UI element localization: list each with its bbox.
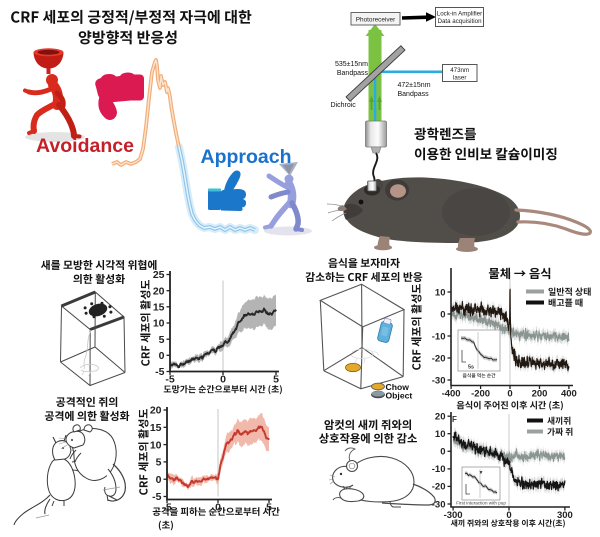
svg-text:15: 15 — [150, 422, 162, 434]
svg-text:-30: -30 — [432, 499, 446, 510]
svg-text:0: 0 — [215, 502, 221, 514]
svg-text:-20: -20 — [432, 353, 446, 364]
svg-text:▼: ▼ — [479, 470, 484, 476]
svg-text:-30: -30 — [432, 375, 446, 386]
svg-text:Dichroic: Dichroic — [331, 102, 357, 109]
svg-text:25: 25 — [153, 269, 165, 281]
svg-text:laser: laser — [453, 75, 466, 82]
svg-text:400: 400 — [561, 389, 577, 400]
svg-text:473nm: 473nm — [450, 67, 469, 74]
svg-text:-5: -5 — [152, 491, 161, 503]
svg-text:-10: -10 — [432, 464, 446, 475]
svg-text:200: 200 — [532, 389, 548, 400]
svg-text:Object: Object — [386, 391, 413, 401]
svg-text:Photoreceiver: Photoreceiver — [356, 16, 396, 23]
svg-text:0: 0 — [440, 309, 445, 320]
svg-text:-300: -300 — [444, 510, 463, 521]
svg-text:10: 10 — [435, 287, 446, 298]
svg-text:F: F — [452, 415, 457, 424]
svg-text:0: 0 — [159, 350, 165, 362]
svg-text:-10: -10 — [432, 331, 446, 342]
svg-text:Data acquisition: Data acquisition — [437, 18, 482, 25]
svg-text:0: 0 — [507, 389, 512, 400]
svg-text:-20: -20 — [432, 482, 446, 493]
svg-text:300: 300 — [557, 510, 573, 521]
svg-text:-5: -5 — [162, 502, 171, 514]
svg-text:-200: -200 — [471, 389, 490, 400]
svg-text:Chow: Chow — [386, 382, 410, 392]
svg-text:535±15nm: 535±15nm — [335, 61, 368, 68]
svg-text:20: 20 — [153, 285, 165, 297]
svg-text:20: 20 — [435, 412, 446, 423]
svg-text:5: 5 — [156, 457, 162, 469]
svg-text:5: 5 — [273, 374, 279, 386]
svg-text:5: 5 — [159, 334, 165, 346]
svg-text:10: 10 — [150, 439, 162, 451]
svg-text:0: 0 — [220, 374, 226, 386]
svg-text:First interaction with pup: First interaction with pup — [456, 501, 506, 506]
svg-text:-5: -5 — [165, 374, 174, 386]
svg-text:0: 0 — [506, 510, 511, 521]
svg-text:20: 20 — [150, 405, 162, 417]
svg-text:-400: -400 — [442, 389, 461, 400]
svg-text:10: 10 — [435, 429, 446, 440]
svg-text:5s: 5s — [468, 365, 474, 371]
svg-text:Avoidance: Avoidance — [36, 135, 134, 157]
svg-text:-5: -5 — [155, 366, 164, 378]
svg-text:Bandpass: Bandpass — [398, 91, 430, 98]
svg-text:Lock-in Amplifier: Lock-in Amplifier — [437, 10, 482, 17]
svg-text:0: 0 — [156, 474, 162, 486]
svg-text:10: 10 — [153, 318, 165, 330]
svg-text:15: 15 — [153, 302, 165, 314]
svg-text:0: 0 — [440, 447, 445, 458]
svg-text:472±15nm: 472±15nm — [398, 82, 431, 89]
svg-text:Approach: Approach — [200, 146, 291, 168]
svg-text:Bandpass: Bandpass — [337, 70, 369, 77]
